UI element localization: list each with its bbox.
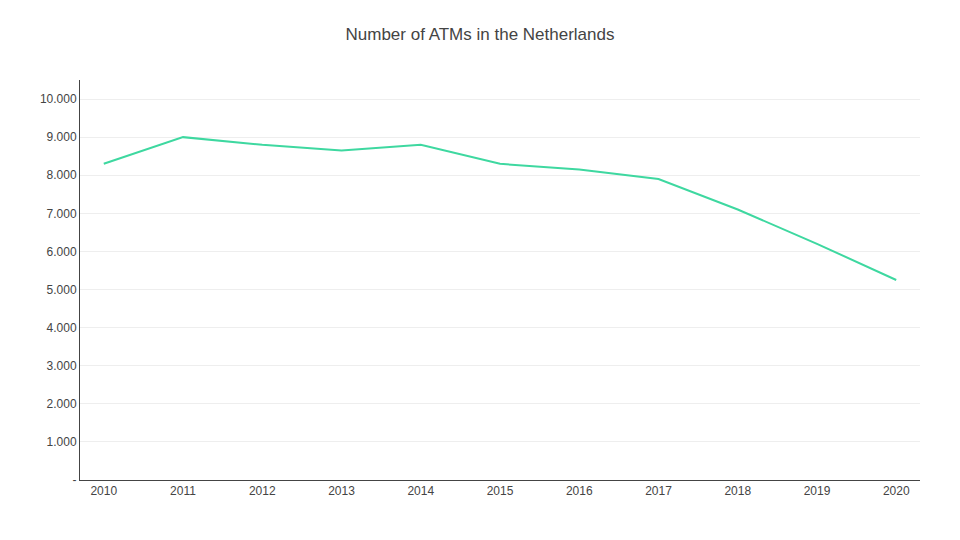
svg-text:2010: 2010	[90, 484, 117, 498]
svg-text:10.000: 10.000	[40, 92, 77, 106]
svg-text:2013: 2013	[328, 484, 355, 498]
svg-text:9.000: 9.000	[47, 130, 77, 144]
svg-text:Number of ATMs in the Netherla: Number of ATMs in the Netherlands	[346, 25, 615, 44]
svg-text:2020: 2020	[883, 484, 910, 498]
svg-text:2012: 2012	[249, 484, 276, 498]
svg-text:4.000: 4.000	[47, 321, 77, 335]
svg-text:2015: 2015	[487, 484, 514, 498]
svg-text:8.000: 8.000	[47, 168, 77, 182]
svg-text:1.000: 1.000	[47, 435, 77, 449]
svg-text:7.000: 7.000	[47, 207, 77, 221]
svg-text:2014: 2014	[407, 484, 434, 498]
svg-text:2017: 2017	[645, 484, 672, 498]
svg-text:2.000: 2.000	[47, 397, 77, 411]
svg-text:2016: 2016	[566, 484, 593, 498]
svg-text:2019: 2019	[804, 484, 831, 498]
svg-text:2018: 2018	[724, 484, 751, 498]
svg-text:5.000: 5.000	[47, 283, 77, 297]
svg-text:3.000: 3.000	[47, 359, 77, 373]
svg-text:6.000: 6.000	[47, 245, 77, 259]
svg-text:2011: 2011	[170, 484, 196, 498]
svg-text:-: -	[73, 473, 77, 487]
